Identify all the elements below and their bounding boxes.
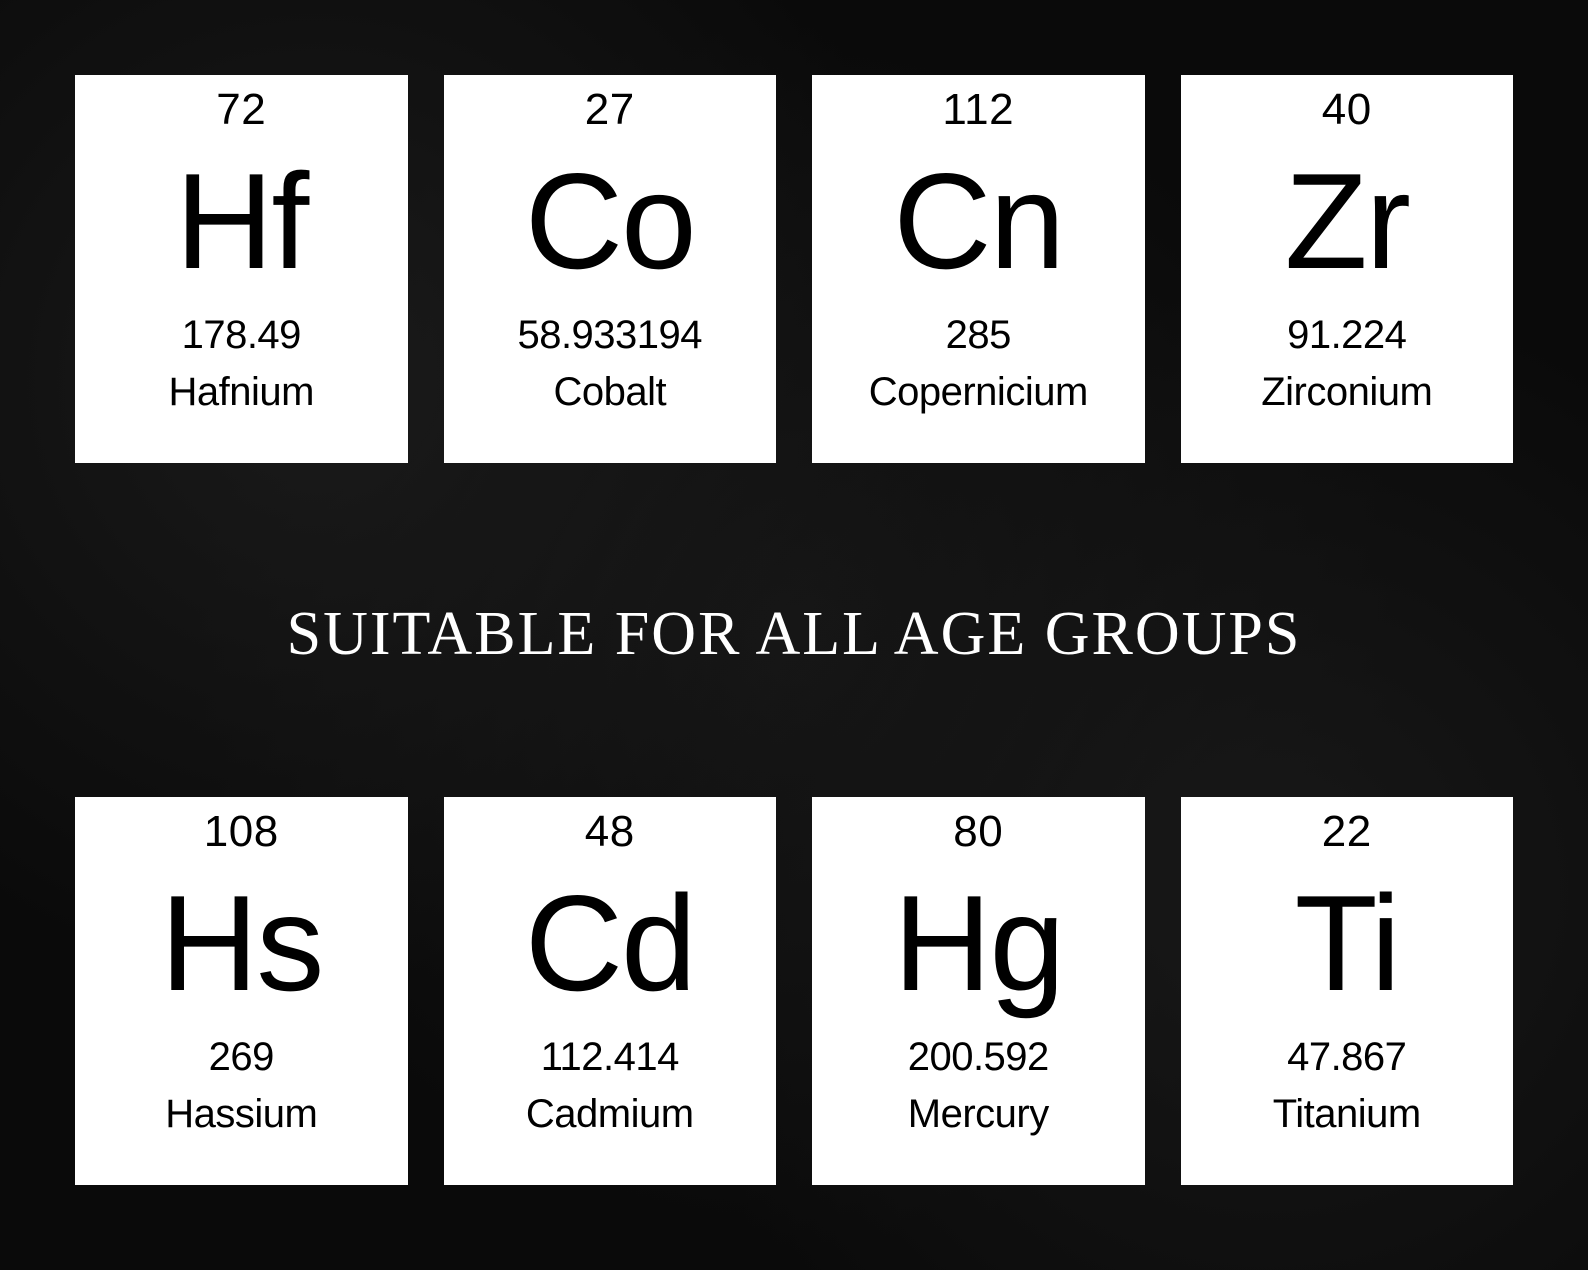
- atomic-number: 108: [204, 807, 279, 857]
- atomic-mass: 58.933194: [517, 313, 702, 358]
- atomic-number: 72: [216, 85, 266, 135]
- bottom-row: 108 Hs 269 Hassium 48 Cd 112.414 Cadmium…: [75, 797, 1513, 1185]
- top-row: 72 Hf 178.49 Hafnium 27 Co 58.933194 Cob…: [75, 75, 1513, 463]
- element-tile: 22 Ti 47.867 Titanium: [1181, 797, 1514, 1185]
- element-tile: 108 Hs 269 Hassium: [75, 797, 408, 1185]
- atomic-mass: 112.414: [541, 1035, 679, 1080]
- atomic-mass: 200.592: [908, 1035, 1049, 1080]
- element-tile: 40 Zr 91.224 Zirconium: [1181, 75, 1514, 463]
- atomic-number: 40: [1322, 85, 1372, 135]
- atomic-number: 112: [942, 85, 1014, 135]
- element-name: Zirconium: [1261, 370, 1432, 415]
- element-tile: 72 Hf 178.49 Hafnium: [75, 75, 408, 463]
- element-name: Copernicium: [869, 370, 1088, 415]
- element-name: Mercury: [908, 1092, 1049, 1137]
- element-tile: 112 Cn 285 Copernicium: [812, 75, 1145, 463]
- tagline: SUITABLE FOR ALL AGE GROUPS: [75, 599, 1513, 670]
- element-symbol: Hf: [175, 153, 307, 289]
- element-symbol: Hs: [160, 875, 322, 1011]
- element-symbol: Ti: [1295, 875, 1399, 1011]
- element-name: Hafnium: [169, 370, 314, 415]
- atomic-number: 22: [1322, 807, 1372, 857]
- element-symbol: Cn: [893, 153, 1063, 289]
- element-name: Hassium: [165, 1092, 317, 1137]
- atomic-number: 80: [953, 807, 1003, 857]
- element-name: Cadmium: [526, 1092, 694, 1137]
- atomic-number: 48: [585, 807, 635, 857]
- atomic-mass: 269: [209, 1035, 274, 1080]
- atomic-mass: 47.867: [1287, 1035, 1406, 1080]
- element-tile: 80 Hg 200.592 Mercury: [812, 797, 1145, 1185]
- element-symbol: Hg: [893, 875, 1063, 1011]
- element-name: Titanium: [1273, 1092, 1421, 1137]
- atomic-mass: 178.49: [182, 313, 301, 358]
- element-symbol: Cd: [525, 875, 695, 1011]
- element-symbol: Co: [525, 153, 695, 289]
- atomic-mass: 285: [946, 313, 1011, 358]
- atomic-number: 27: [585, 85, 635, 135]
- element-symbol: Zr: [1285, 153, 1409, 289]
- element-tile: 27 Co 58.933194 Cobalt: [444, 75, 777, 463]
- atomic-mass: 91.224: [1287, 313, 1406, 358]
- element-name: Cobalt: [553, 370, 666, 415]
- element-tile: 48 Cd 112.414 Cadmium: [444, 797, 777, 1185]
